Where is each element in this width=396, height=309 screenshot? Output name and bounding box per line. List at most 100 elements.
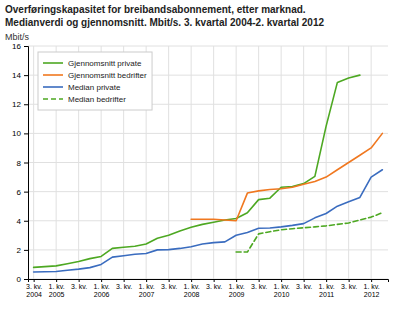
x-tick: 1. kv.2012: [364, 279, 380, 298]
grid-line: [28, 249, 388, 250]
tick-mark: [34, 279, 35, 282]
x-tick: 3. kv.: [341, 279, 357, 290]
tick-label: 8: [17, 159, 22, 168]
tick-label: 3. kv.: [116, 283, 132, 290]
legend-swatch: [43, 62, 63, 64]
x-tick: 1. kv.2009: [229, 279, 245, 298]
tick-label-line: 3. kv.: [296, 283, 312, 290]
grid-line: [28, 46, 388, 47]
grid-line: [33, 46, 34, 279]
tick-label-line: 1. kv.: [49, 283, 65, 290]
tick-label: 12: [12, 100, 21, 109]
x-tick: 3. kv.: [116, 279, 132, 290]
tick-label-line: 3. kv.: [116, 283, 132, 290]
x-tick: 3. kv.: [251, 279, 267, 290]
y-axis: 0 2 4 6 8 10 12 14 16: [12, 42, 28, 284]
tick-label: 4: [17, 217, 22, 226]
tick-label: 1. kv.2008: [184, 283, 200, 298]
tick-label: 14: [12, 71, 21, 80]
grid-line: [326, 46, 327, 279]
tick-label: 6: [17, 188, 22, 197]
tick-label-line: 2009: [229, 291, 245, 298]
tick-mark: [24, 250, 28, 251]
tick-mark: [326, 279, 327, 282]
legend-item: Gjennomsnitt bedrifter: [43, 71, 147, 80]
tick-label-line: 3. kv.: [251, 283, 267, 290]
y-tick: 16: [12, 42, 28, 51]
subtitle: Medianverdi og gjennomsnitt. Mbit/s. 3. …: [5, 17, 324, 28]
tick-label-line: 2008: [184, 291, 200, 298]
tick-label-line: 3. kv.: [206, 283, 222, 290]
y-tick: 4: [17, 217, 28, 226]
tick-label: 1. kv.2012: [364, 283, 380, 298]
tick-label: 3. kv.: [161, 283, 177, 290]
x-tick: 3. kv.: [296, 279, 312, 290]
tick-label-line: 1. kv.: [139, 283, 155, 290]
tick-label: 3. kv.2004: [26, 283, 42, 298]
grid-line: [213, 46, 214, 279]
tick-label: 0: [17, 275, 22, 284]
tick-mark: [371, 279, 372, 282]
tick-mark: [24, 133, 28, 134]
tick-label: 1. kv.2006: [94, 283, 110, 298]
tick-mark: [56, 279, 57, 282]
tick-label-line: 1. kv.: [229, 283, 245, 290]
tick-label: 3. kv.: [71, 283, 87, 290]
tick-label-line: 3. kv.: [26, 283, 42, 290]
tick-mark: [349, 279, 350, 282]
grid-line: [303, 46, 304, 279]
grid-line: [28, 162, 388, 163]
tick-label-line: 2012: [364, 291, 380, 298]
tick-label: 16: [12, 42, 21, 51]
series-line: [191, 133, 382, 220]
x-tick: 1. kv.2005: [49, 279, 65, 298]
tick-label: 1. kv.2009: [229, 283, 245, 298]
tick-mark: [259, 279, 260, 282]
grid-line: [281, 46, 282, 279]
tick-label-line: 3. kv.: [71, 283, 87, 290]
tick-label: 3. kv.: [251, 283, 267, 290]
x-tick: 1. kv.2007: [139, 279, 155, 298]
axis-line: [24, 47, 29, 280]
tick-mark: [169, 279, 170, 282]
legend-label: Gjennomsnitt private: [68, 59, 142, 68]
legend: Gjennomsnitt private Gjennomsnitt bedrift…: [38, 52, 152, 110]
tick-mark: [24, 279, 28, 280]
tick-label-line: 1. kv.: [364, 283, 380, 290]
x-tick: 1. kv.2011: [319, 279, 335, 298]
y-tick: 12: [12, 100, 28, 109]
grid-line: [191, 46, 192, 279]
tick-label-line: 2010: [274, 291, 290, 298]
chart: Overføringskapasitet for breibandsabonne…: [0, 0, 396, 309]
tick-mark: [214, 279, 215, 282]
x-tick: 1. kv.2010: [274, 279, 290, 298]
tick-label-line: 1. kv.: [184, 283, 200, 290]
tick-mark: [124, 279, 125, 282]
tick-mark: [281, 279, 282, 282]
tick-label-line: 2005: [49, 291, 65, 298]
legend-swatch: [43, 74, 63, 76]
y-tick: 10: [12, 129, 28, 138]
tick-mark: [24, 221, 28, 222]
legend-swatch: [43, 86, 63, 88]
tick-label-line: 2007: [139, 291, 155, 298]
legend-label: Gjennomsnitt bedrifter: [68, 71, 147, 80]
tick-mark: [24, 163, 28, 164]
x-tick: 1. kv.2008: [184, 279, 200, 298]
tick-label: 10: [12, 129, 21, 138]
tick-label-line: 1. kv.: [319, 283, 335, 290]
tick-label: 3. kv.: [206, 283, 222, 290]
grid: [28, 46, 388, 279]
tick-label: 1. kv.2007: [139, 283, 155, 298]
tick-label-line: 2006: [94, 291, 110, 298]
tick-mark: [24, 46, 28, 47]
tick-label-line: 3. kv.: [341, 283, 357, 290]
tick-mark: [146, 279, 147, 282]
tick-label: 1. kv.2011: [319, 283, 335, 298]
y-tick: 14: [12, 71, 28, 80]
y-tick: 2: [17, 246, 28, 255]
tick-label: 1. kv.2005: [49, 283, 65, 298]
x-tick: 3. kv.: [206, 279, 222, 290]
legend-item: Median bedrifter: [43, 95, 126, 104]
tick-mark: [24, 75, 28, 76]
